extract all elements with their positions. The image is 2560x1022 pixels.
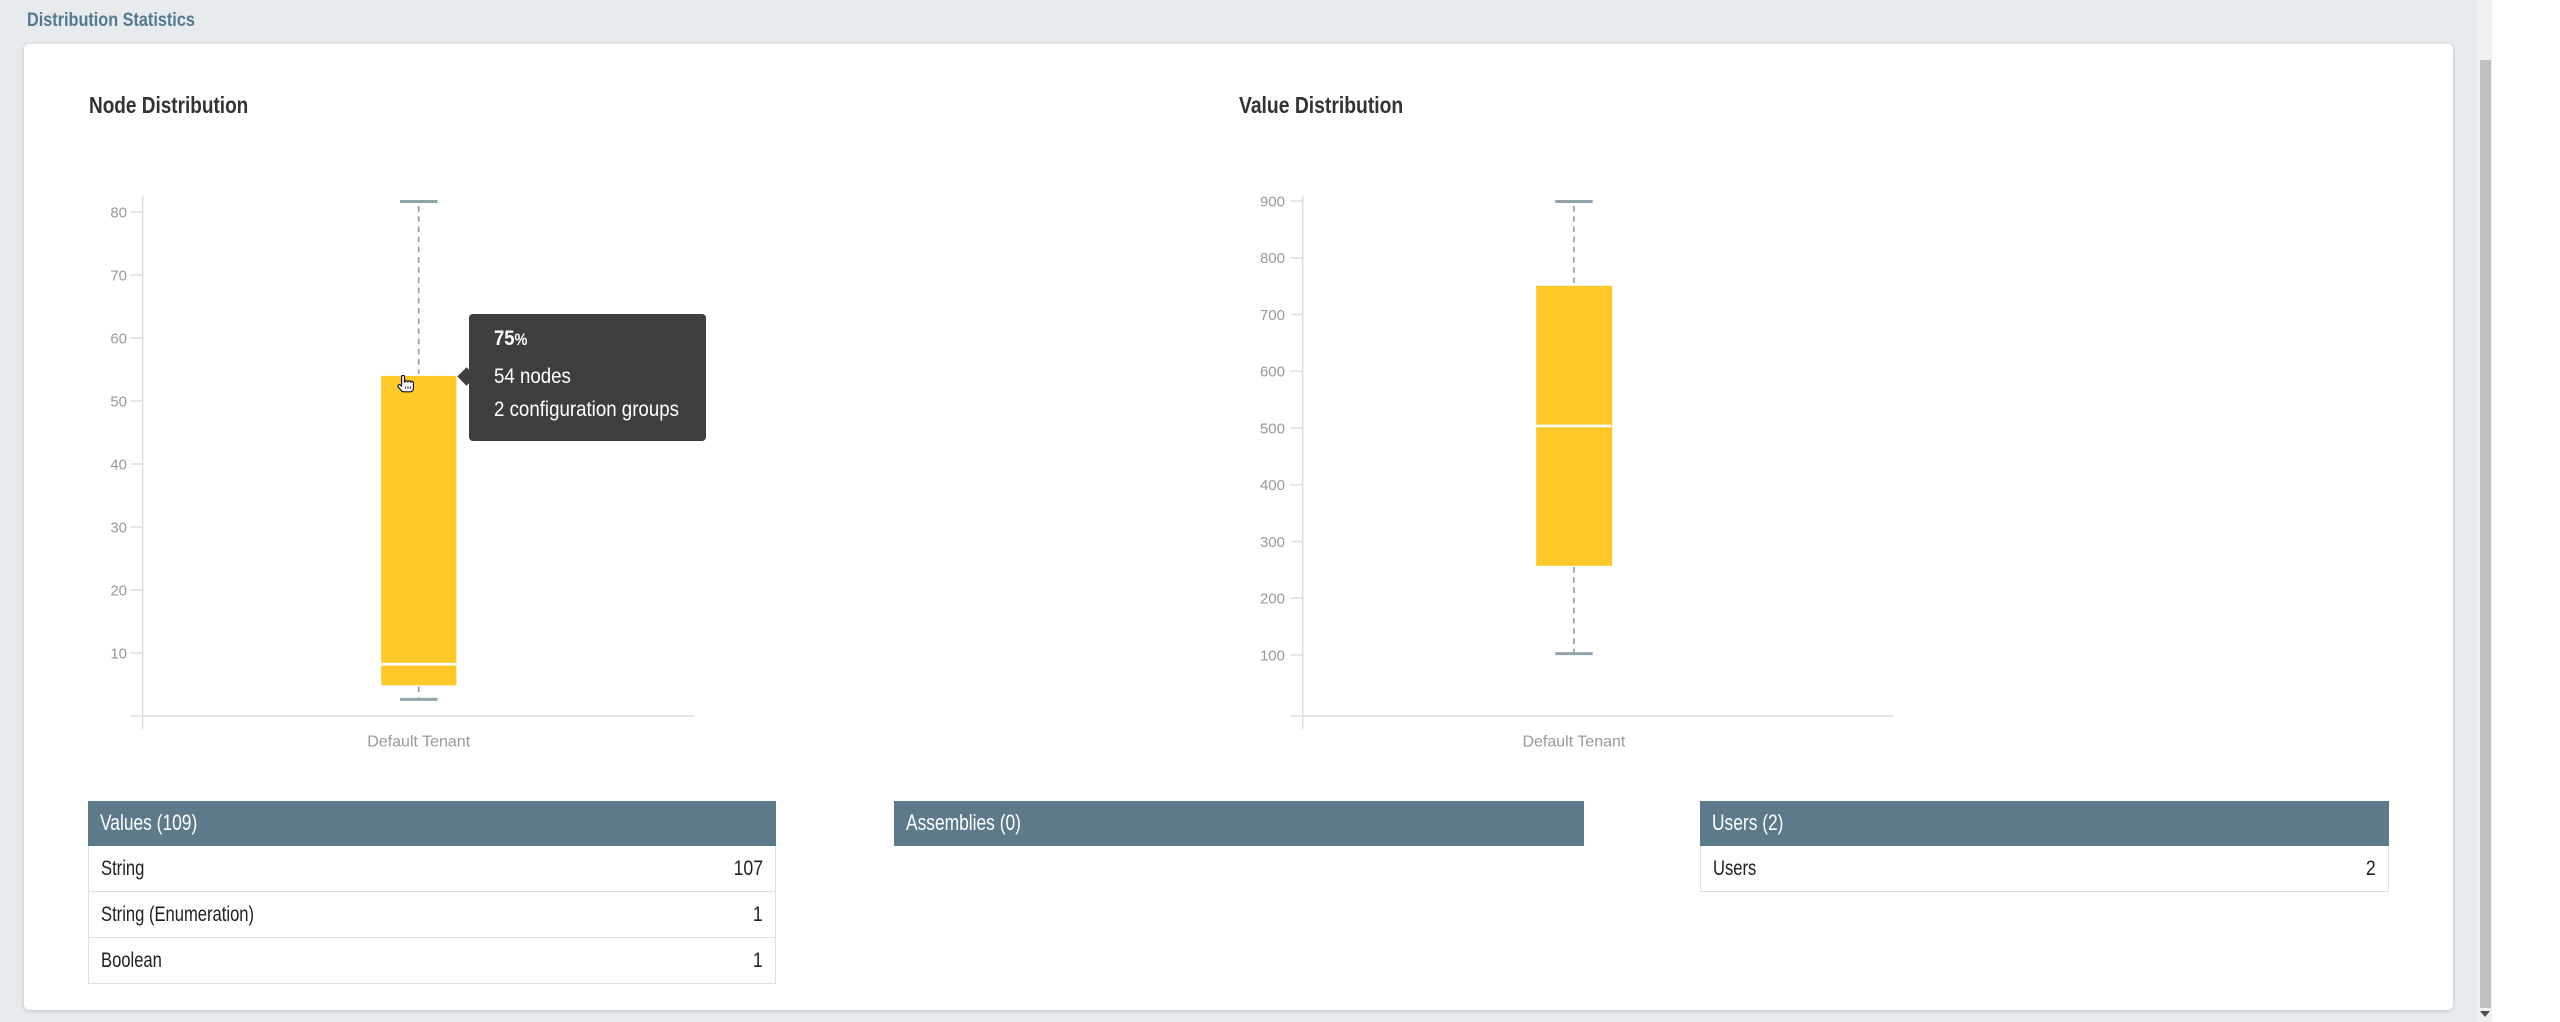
svg-text:500: 500	[1260, 420, 1285, 437]
svg-text:10: 10	[110, 645, 127, 662]
svg-text:100: 100	[1260, 647, 1285, 664]
svg-text:800: 800	[1260, 250, 1285, 267]
svg-text:200: 200	[1260, 591, 1285, 608]
svg-text:50: 50	[110, 393, 127, 410]
svg-text:70: 70	[110, 267, 127, 284]
svg-text:300: 300	[1260, 534, 1285, 551]
svg-text:80: 80	[110, 204, 127, 221]
svg-text:700: 700	[1260, 307, 1285, 324]
svg-text:Default Tenant: Default Tenant	[1522, 734, 1625, 751]
svg-text:Default Tenant: Default Tenant	[367, 734, 470, 751]
svg-text:600: 600	[1260, 364, 1285, 381]
svg-text:400: 400	[1260, 477, 1285, 494]
svg-text:20: 20	[110, 582, 127, 599]
svg-text:900: 900	[1260, 193, 1285, 210]
svg-text:60: 60	[110, 330, 127, 347]
svg-text:40: 40	[110, 456, 127, 473]
svg-text:30: 30	[110, 519, 127, 536]
